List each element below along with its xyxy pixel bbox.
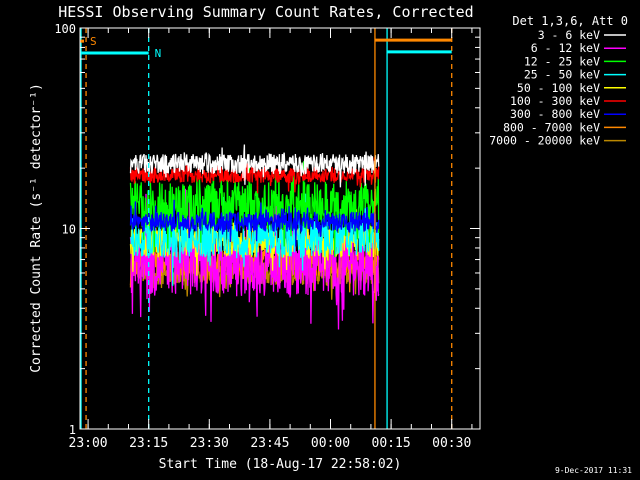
chart-title: HESSI Observing Summary Count Rates, Cor… <box>58 3 473 21</box>
y-tick-label: 10 <box>62 223 76 237</box>
legend-entry-label: 25 - 50 keV <box>524 68 600 82</box>
series-line <box>129 199 380 247</box>
legend-entry-label: 12 - 25 keV <box>524 54 600 68</box>
x-tick-label: 00:00 <box>311 436 350 451</box>
legend-entry-label: 6 - 12 keV <box>531 41 600 55</box>
series-marks <box>129 144 380 330</box>
x-ticks: 23:00 23:15 23:30 23:45 00:00 00:15 00:30 <box>69 28 473 451</box>
x-tick-label: 00:15 <box>372 436 411 451</box>
y-tick-label: 1 <box>69 423 76 437</box>
footer-timestamp: 9-Dec-2017 11:31 <box>555 466 632 475</box>
x-tick-label: 23:30 <box>190 436 229 451</box>
legend-entry-label: 50 - 100 keV <box>517 81 600 95</box>
vertical-markers <box>80 28 453 429</box>
x-tick-label: 00:30 <box>432 436 471 451</box>
y-axis-label: Corrected Count Rate (s⁻¹ detector⁻¹) <box>29 83 44 373</box>
attenuator-bar-label: S <box>90 35 97 48</box>
legend-title: Det 1,3,6, Att 0 <box>512 14 628 28</box>
legend-entry-label: 3 - 6 keV <box>538 28 600 42</box>
x-tick-label: 23:45 <box>250 436 289 451</box>
y-ticks: 1 10 100 <box>54 22 480 437</box>
legend-entry-label: 300 - 800 keV <box>510 107 600 121</box>
x-axis-label: Start Time (18-Aug-17 22:58:02) <box>159 457 402 472</box>
y-axis-label-text: Corrected Count Rate (s⁻¹ detector⁻¹) <box>29 83 44 373</box>
x-tick-label: 23:00 <box>69 436 108 451</box>
legend-entry-label: 100 - 300 keV <box>510 94 600 108</box>
legend-entry-label: 7000 - 20000 keV <box>489 134 600 148</box>
series-line <box>129 185 380 330</box>
series-line <box>129 144 380 188</box>
legend-entry-label: 800 - 7000 keV <box>503 120 600 134</box>
attenuator-bars: SN <box>80 35 452 60</box>
attenuator-bar-label: N <box>155 47 162 60</box>
x-tick-label: 23:15 <box>129 436 168 451</box>
y-tick-label: 100 <box>54 22 76 36</box>
